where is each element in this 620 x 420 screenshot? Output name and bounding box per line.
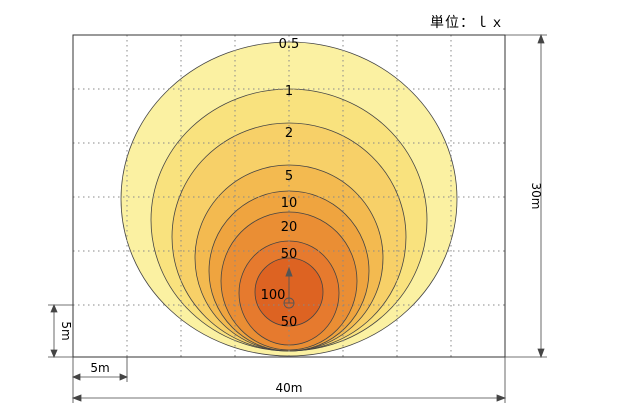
dimension-width [71, 357, 507, 403]
dimension-grid-x-label: 5m [90, 361, 109, 375]
contour-labels: 0.5 1 2 5 10 20 50 100 50 [261, 37, 300, 330]
luminaire-icon [283, 266, 295, 309]
contour-label-20: 20 [281, 220, 298, 235]
dimension-grid-y-label: 5m [59, 321, 73, 340]
contour-label-1: 1 [285, 84, 293, 99]
contour-label-50-lower: 50 [281, 315, 298, 330]
unit-label: 単位：ｌｘ [430, 15, 505, 31]
contour-label-50: 50 [281, 247, 298, 262]
dimension-height [505, 33, 547, 359]
contour-label-100: 100 [261, 288, 286, 303]
dimension-grid-y [48, 303, 73, 359]
dimension-grid-x [71, 357, 129, 403]
contour-label-2: 2 [285, 126, 293, 141]
contour-label-10: 10 [281, 196, 298, 211]
room-outline [72, 34, 506, 358]
contour-label-5: 5 [285, 169, 293, 184]
grid [73, 35, 505, 357]
contour-label-0-5: 0.5 [279, 37, 300, 52]
dimension-width-label: 40m [276, 381, 303, 395]
dimension-height-label: 30m [529, 183, 543, 210]
